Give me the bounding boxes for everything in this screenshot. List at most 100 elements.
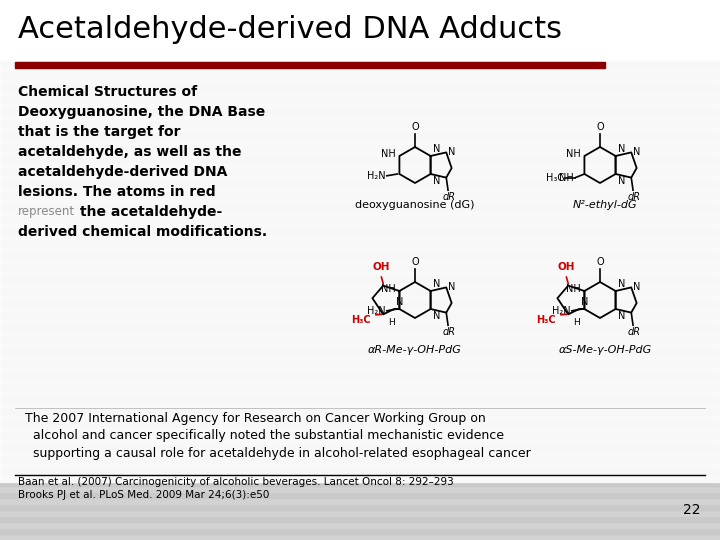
Text: Deoxyguanosine, the DNA Base: Deoxyguanosine, the DNA Base <box>18 105 265 119</box>
Bar <box>0 504 720 510</box>
Bar <box>0 288 720 294</box>
Text: NH: NH <box>381 149 395 159</box>
Bar <box>0 456 720 462</box>
Bar <box>0 234 720 240</box>
Bar <box>0 426 720 432</box>
Bar <box>0 354 720 360</box>
Bar <box>0 324 720 330</box>
Text: represent: represent <box>18 205 75 218</box>
Bar <box>0 366 720 372</box>
Text: dR: dR <box>443 192 456 202</box>
Bar <box>0 252 720 258</box>
Bar <box>0 108 720 114</box>
Bar <box>0 78 720 84</box>
Bar <box>15 62 605 68</box>
Bar <box>0 282 720 288</box>
Bar <box>0 48 720 54</box>
Bar <box>0 162 720 168</box>
Bar <box>0 12 720 18</box>
Bar <box>0 444 720 450</box>
Text: acetaldehyde-derived DNA: acetaldehyde-derived DNA <box>18 165 228 179</box>
Text: dR: dR <box>443 327 456 337</box>
Text: N: N <box>396 297 403 307</box>
Text: dR: dR <box>627 192 641 202</box>
Text: H: H <box>387 318 395 327</box>
Bar <box>0 54 720 60</box>
Text: H₂N: H₂N <box>367 171 386 181</box>
Bar <box>0 168 720 174</box>
Text: acetaldehyde, as well as the: acetaldehyde, as well as the <box>18 145 241 159</box>
Text: The 2007 International Agency for Research on Cancer Working Group on
  alcohol : The 2007 International Agency for Resear… <box>25 412 531 460</box>
Text: O: O <box>411 123 419 132</box>
Text: O: O <box>596 123 604 132</box>
Bar <box>0 420 720 426</box>
Bar <box>0 468 720 474</box>
Text: Baan et al. (2007) Carcinogenicity of alcoholic beverages. Lancet Oncol 8: 292–2: Baan et al. (2007) Carcinogenicity of al… <box>18 477 454 500</box>
Bar <box>0 342 720 348</box>
Bar <box>0 114 720 120</box>
Text: O: O <box>596 258 604 267</box>
Text: N: N <box>618 311 625 321</box>
Bar <box>0 396 720 402</box>
Bar <box>0 390 720 396</box>
Text: H₂N: H₂N <box>552 306 571 316</box>
Bar <box>0 18 720 24</box>
Text: O: O <box>411 258 419 267</box>
Bar <box>0 450 720 456</box>
Text: N: N <box>618 144 625 154</box>
Text: dR: dR <box>627 327 641 337</box>
Bar <box>0 192 720 198</box>
Bar <box>0 66 720 72</box>
Text: N²-ethyl-dG: N²-ethyl-dG <box>572 200 637 210</box>
Text: Chemical Structures of: Chemical Structures of <box>18 85 197 99</box>
Bar <box>0 402 720 408</box>
Text: N: N <box>618 279 625 289</box>
Text: αS-Me-γ-OH-PdG: αS-Me-γ-OH-PdG <box>559 345 652 355</box>
Bar <box>0 516 720 522</box>
Bar <box>0 150 720 156</box>
Bar <box>0 294 720 300</box>
Bar <box>0 348 720 354</box>
Text: N: N <box>433 144 440 154</box>
Text: N: N <box>433 311 440 321</box>
Text: Acetaldehyde-derived DNA Adducts: Acetaldehyde-derived DNA Adducts <box>18 16 562 44</box>
Bar <box>0 228 720 234</box>
Bar <box>0 210 720 216</box>
Bar <box>0 480 720 486</box>
Bar <box>0 36 720 42</box>
Bar <box>0 306 720 312</box>
Bar <box>0 486 720 492</box>
Bar <box>0 90 720 96</box>
Text: NH: NH <box>381 284 395 294</box>
Bar <box>0 60 720 66</box>
Bar <box>0 84 720 90</box>
Bar <box>0 330 720 336</box>
Text: 22: 22 <box>683 503 700 517</box>
Bar <box>0 378 720 384</box>
Bar <box>0 240 720 246</box>
Bar <box>0 0 720 60</box>
Bar <box>0 336 720 342</box>
Bar <box>0 174 720 180</box>
Text: N: N <box>581 297 588 307</box>
Bar <box>0 528 720 534</box>
Bar <box>0 138 720 144</box>
Bar <box>0 180 720 186</box>
Bar <box>0 246 720 252</box>
Bar <box>0 534 720 540</box>
Text: N: N <box>433 279 440 289</box>
Bar <box>0 30 720 36</box>
Text: NH: NH <box>559 173 573 183</box>
Bar <box>0 300 720 306</box>
Bar <box>0 186 720 192</box>
Bar <box>0 156 720 162</box>
Bar <box>0 522 720 528</box>
Text: αR-Me-γ-OH-PdG: αR-Me-γ-OH-PdG <box>368 345 462 355</box>
Text: N: N <box>449 282 456 292</box>
Bar <box>0 492 720 498</box>
Bar <box>0 510 720 516</box>
Bar <box>0 276 720 282</box>
Bar <box>0 144 720 150</box>
Bar <box>0 462 720 468</box>
Bar <box>0 222 720 228</box>
